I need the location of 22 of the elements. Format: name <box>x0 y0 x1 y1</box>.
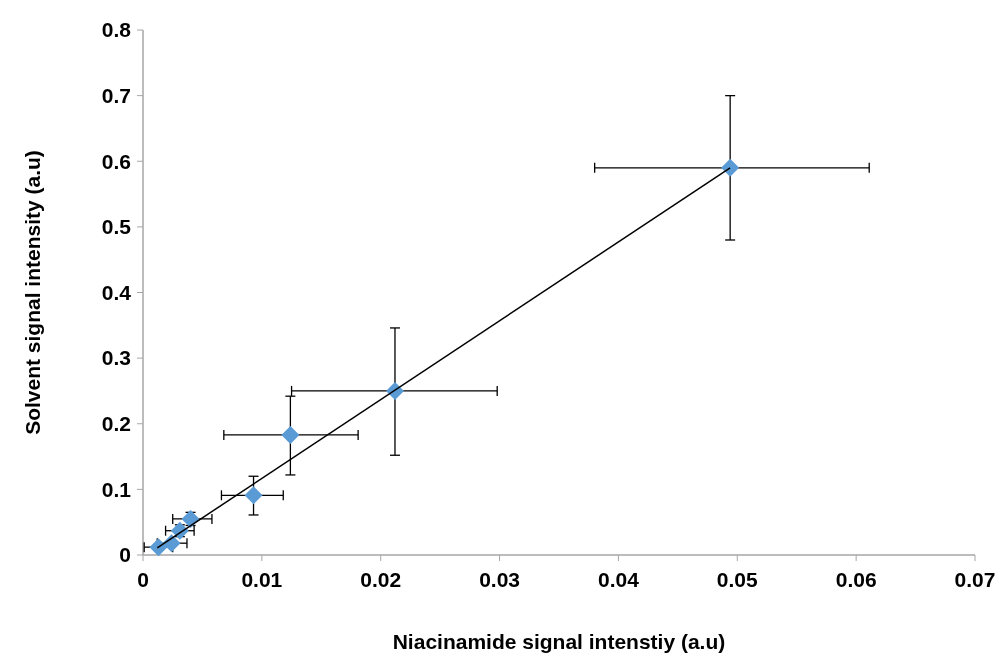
y-tick-label: 0 <box>119 543 131 567</box>
y-tick-label: 0.3 <box>101 346 131 370</box>
y-tick-label: 0.6 <box>101 149 131 173</box>
x-tick-label: 0.02 <box>360 568 402 591</box>
x-tick-label: 0.01 <box>241 568 283 591</box>
x-axis-title: Niacinamide signal intenstiy (a.u) <box>392 630 726 653</box>
y-tick-label: 0.1 <box>101 477 132 501</box>
point <box>281 425 300 444</box>
x-tick-label: 0.04 <box>597 568 640 591</box>
x-tick-label: 0.06 <box>835 568 877 591</box>
x-tick-label: 0.07 <box>954 568 996 591</box>
x-tick-label: 0.03 <box>479 568 521 591</box>
y-tick-label: 0.2 <box>101 412 131 436</box>
x-tick-label: 0 <box>137 568 149 591</box>
point <box>244 486 263 505</box>
x-tick-label: 0.05 <box>716 568 759 591</box>
y-tick-label: 0.4 <box>101 280 132 304</box>
y-axis-title: Solvent signal intensity (a.u) <box>21 150 44 435</box>
point <box>721 158 740 177</box>
y-tick-label: 0.8 <box>101 18 132 42</box>
y-tick-label: 0.7 <box>101 83 131 107</box>
y-tick-label: 0.5 <box>101 215 132 239</box>
